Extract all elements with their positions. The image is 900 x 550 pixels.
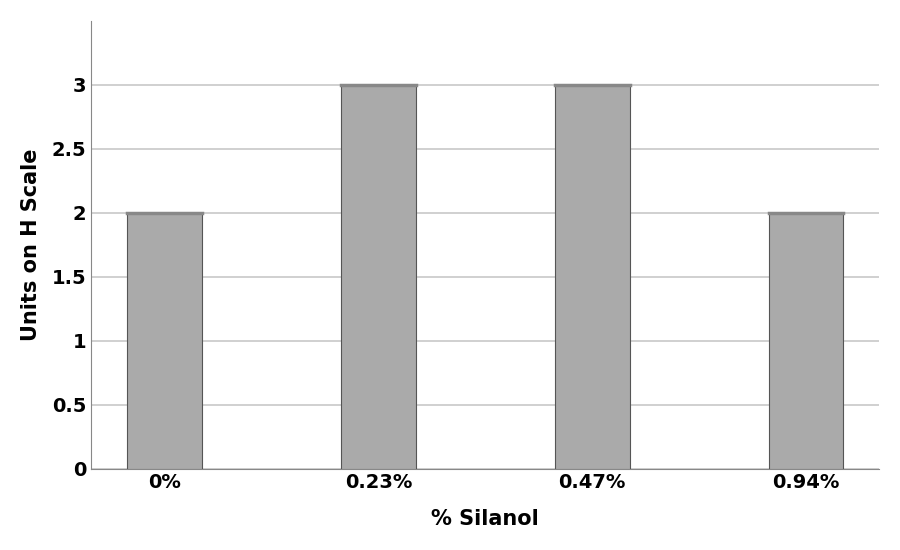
Bar [769, 213, 843, 469]
Bar [127, 213, 202, 469]
Bar [554, 85, 630, 469]
Bar [341, 85, 416, 469]
Y-axis label: Units on H Scale: Units on H Scale [21, 148, 40, 341]
X-axis label: % Silanol: % Silanol [431, 509, 539, 529]
